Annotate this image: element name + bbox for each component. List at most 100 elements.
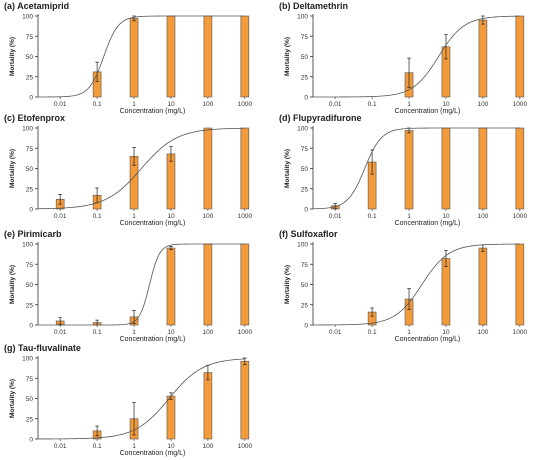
x-tick-label: 0.1 (93, 101, 102, 108)
y-tick-label: 0 (29, 437, 33, 444)
x-tick-label: 10 (167, 443, 175, 450)
y-axis-title: Mortality (%) (9, 149, 16, 188)
y-tick-label: 75 (301, 146, 309, 153)
x-tick-label: 1000 (513, 213, 528, 220)
bar (478, 19, 488, 98)
x-tick-label: 100 (477, 329, 488, 336)
y-tick-label: 75 (26, 262, 34, 269)
bar (515, 127, 525, 210)
x-tick-label: 10 (167, 213, 175, 220)
bar (478, 247, 488, 326)
y-tick-label: 25 (26, 186, 34, 193)
y-tick-label: 0 (304, 207, 308, 214)
fitted-curve (37, 358, 245, 440)
bar (166, 247, 176, 326)
panel-title: (b) Deltamethrin (279, 1, 348, 11)
bar (129, 18, 139, 98)
x-axis-title: Concentration (mg/L) (120, 220, 186, 227)
x-tick-label: 1000 (238, 213, 253, 220)
y-tick-label: 100 (297, 14, 308, 21)
fitted-curve (312, 15, 520, 98)
bar (478, 127, 488, 210)
y-tick-label: 100 (22, 126, 33, 133)
x-tick-label: 1 (132, 329, 136, 336)
x-tick-label: 1 (132, 213, 136, 220)
y-tick-label: 25 (26, 74, 34, 81)
chart-panel: (d) Flupyradifurone 0 25 50 75 100 Mortality (… (279, 113, 527, 227)
bar (203, 15, 213, 98)
bar (166, 395, 176, 440)
y-tick-label: 100 (22, 242, 33, 249)
y-tick-label: 75 (26, 376, 34, 383)
panel-title: (d) Flupyradifurone (279, 113, 362, 123)
bar (441, 127, 451, 210)
y-tick-label: 0 (304, 323, 308, 330)
y-tick-label: 75 (301, 262, 309, 269)
x-axis-title: Concentration (mg/L) (120, 336, 186, 343)
y-tick-label: 0 (304, 95, 308, 102)
y-tick-label: 100 (22, 356, 33, 363)
bar (203, 127, 213, 210)
bar (203, 372, 213, 440)
fitted-curve (38, 15, 245, 98)
panel-title: (a) Acetamiprid (4, 1, 69, 11)
y-tick-label: 75 (26, 146, 34, 153)
chart-panel: (a) Acetamiprid 0 25 50 75 100 Mortality (%) 0.… (4, 1, 252, 115)
bar (404, 130, 414, 210)
panel-title: (f) Sulfoxaflor (279, 229, 338, 239)
y-tick-label: 75 (26, 34, 34, 41)
y-axis-title: Mortality (%) (9, 37, 16, 76)
y-axis-title: Mortality (%) (9, 379, 16, 418)
x-tick-label: 1 (407, 329, 411, 336)
chart-panel: (b) Deltamethrin 0 25 50 75 100 Mortality (%) 0… (279, 1, 527, 115)
x-tick-label: 1000 (238, 443, 253, 450)
fitted-curve (38, 243, 245, 326)
chart-panel: (g) Tau-fluvalinate 0 25 50 75 100 Mortality (… (4, 343, 252, 457)
x-tick-label: 10 (442, 329, 450, 336)
bar (240, 15, 250, 98)
bar (203, 243, 213, 326)
bar (166, 15, 176, 98)
x-tick-label: 1 (407, 213, 411, 220)
x-tick-label: 0.01 (329, 329, 342, 336)
bar (515, 15, 525, 98)
x-tick-label: 1000 (513, 101, 528, 108)
y-tick-label: 75 (301, 34, 309, 41)
y-axis-title: Mortality (%) (284, 149, 291, 188)
x-axis-title: Concentration (mg/L) (395, 108, 461, 115)
y-tick-label: 25 (301, 186, 309, 193)
y-tick-label: 50 (301, 282, 309, 289)
x-tick-label: 0.01 (54, 213, 67, 220)
x-tick-label: 100 (202, 101, 213, 108)
x-tick-label: 0.01 (54, 443, 67, 450)
x-tick-label: 0.1 (368, 213, 377, 220)
x-tick-label: 0.01 (329, 101, 342, 108)
x-tick-label: 1 (132, 101, 136, 108)
fitted-curve (37, 127, 245, 210)
y-tick-label: 25 (301, 74, 309, 81)
x-tick-label: 100 (477, 101, 488, 108)
x-tick-label: 0.1 (93, 213, 102, 220)
fitted-curve (312, 243, 520, 326)
y-tick-label: 50 (26, 282, 34, 289)
y-tick-label: 25 (26, 416, 34, 423)
y-tick-label: 100 (22, 14, 33, 21)
bar (240, 243, 250, 326)
chart-panel: (e) Pirimicarb 0 25 50 75 100 Mortality (%) 0.0… (4, 229, 252, 343)
y-tick-label: 50 (26, 54, 34, 61)
bar (441, 258, 451, 326)
x-tick-label: 0.01 (329, 213, 342, 220)
y-tick-label: 25 (301, 302, 309, 309)
y-tick-label: 0 (29, 95, 33, 102)
panel-title: (e) Pirimicarb (4, 229, 62, 239)
x-axis-title: Concentration (mg/L) (395, 336, 461, 343)
x-tick-label: 0.1 (368, 101, 377, 108)
bar (166, 153, 176, 210)
bar (240, 360, 250, 440)
x-tick-label: 0.01 (54, 101, 67, 108)
x-tick-label: 0.1 (93, 329, 102, 336)
x-tick-label: 0.1 (368, 329, 377, 336)
x-tick-label: 100 (202, 329, 213, 336)
y-tick-label: 50 (26, 166, 34, 173)
y-tick-label: 100 (297, 242, 308, 249)
